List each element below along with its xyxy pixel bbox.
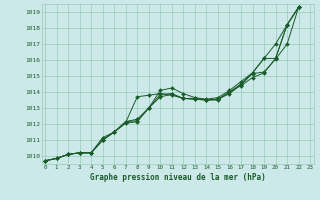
X-axis label: Graphe pression niveau de la mer (hPa): Graphe pression niveau de la mer (hPa) [90, 173, 266, 182]
